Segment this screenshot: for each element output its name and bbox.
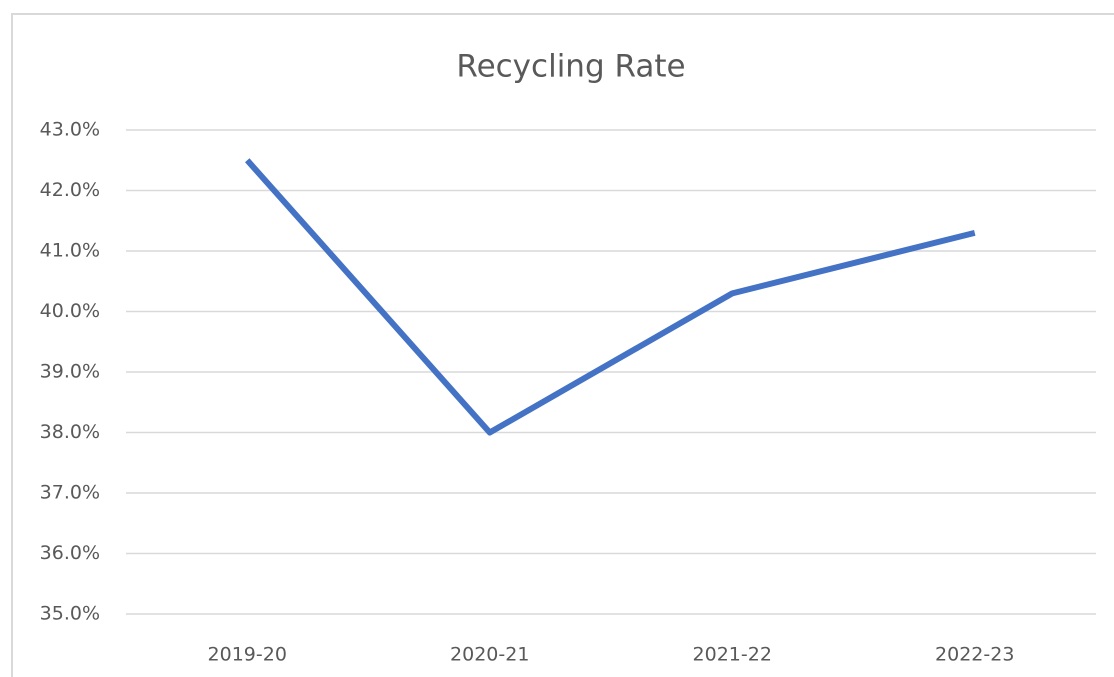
x-tick-label: 2019-20 (208, 644, 287, 666)
x-tick-label: 2022-23 (935, 644, 1014, 666)
y-tick-label: 35.0% (40, 603, 100, 625)
y-tick-label: 42.0% (40, 179, 100, 201)
x-tick-label: 2021-22 (693, 644, 772, 666)
y-tick-label: 36.0% (40, 542, 100, 564)
x-tick-label: 2020-21 (450, 644, 529, 666)
y-tick-label: 37.0% (40, 482, 100, 504)
chart-border (11, 13, 1114, 677)
y-tick-label: 43.0% (40, 119, 100, 141)
y-tick-label: 40.0% (40, 300, 100, 322)
y-tick-label: 41.0% (40, 240, 100, 262)
y-tick-label: 39.0% (40, 361, 100, 383)
y-tick-label: 38.0% (40, 421, 100, 443)
line-series (245, 158, 976, 436)
chart-title: Recycling Rate (456, 49, 685, 85)
